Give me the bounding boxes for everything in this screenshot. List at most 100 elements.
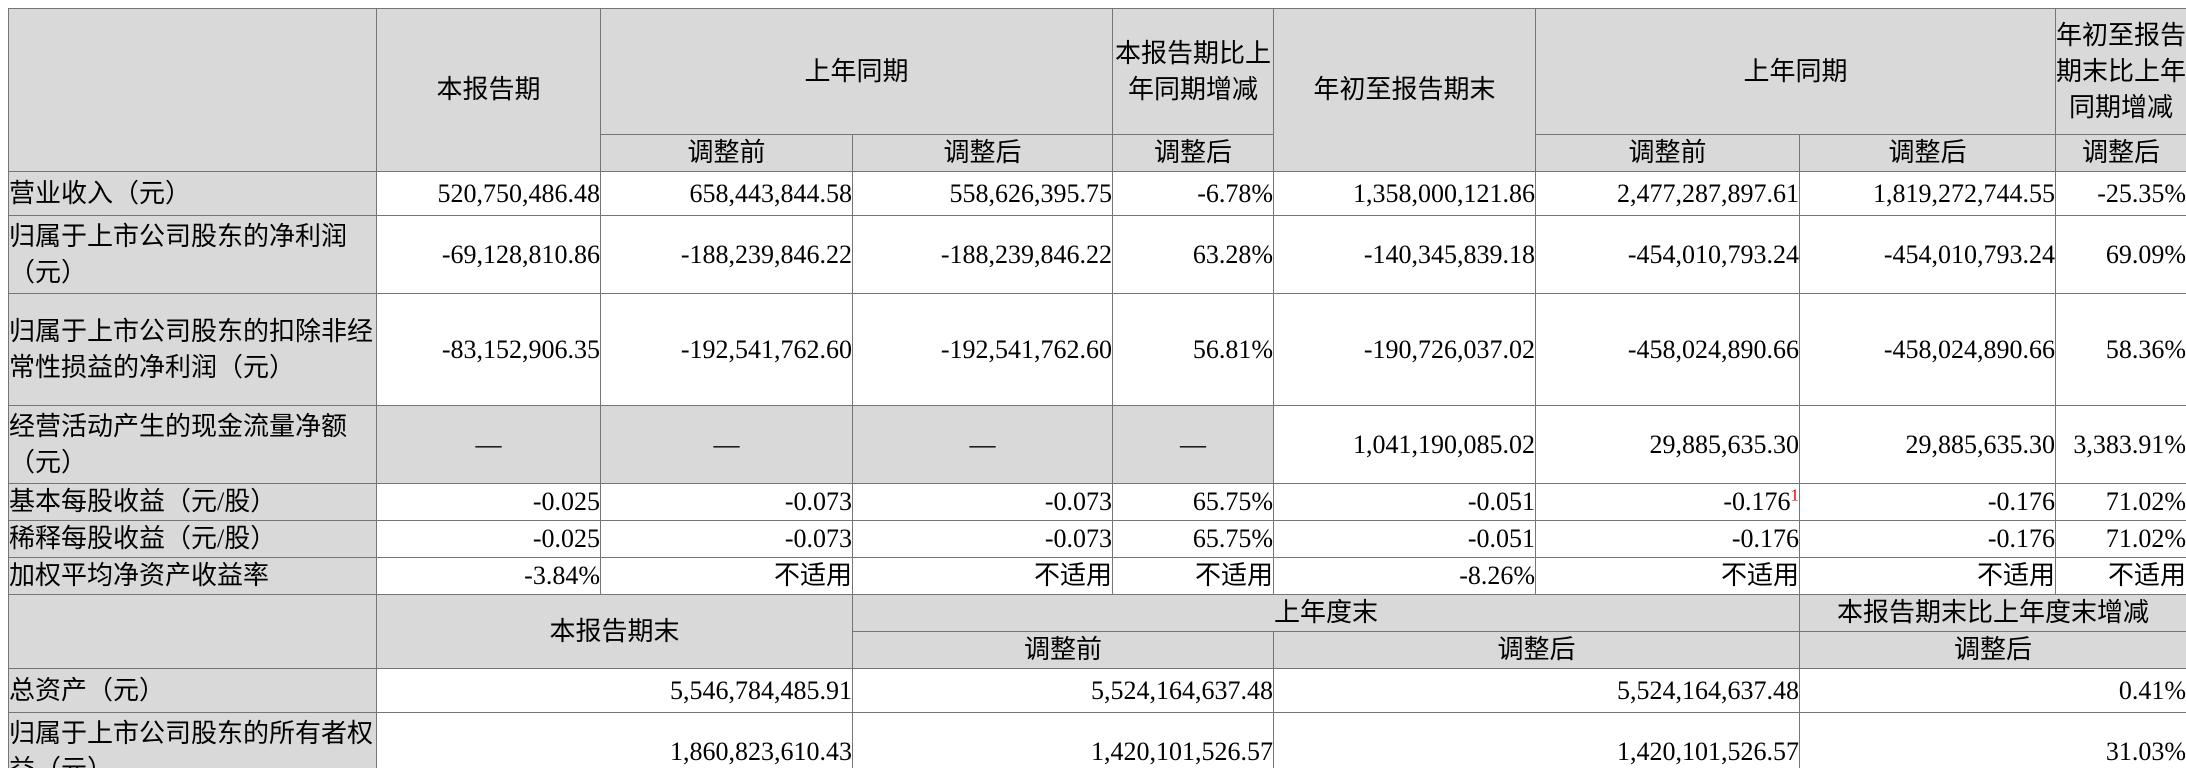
data-cell-with-footnote: -0.1761 [1535,483,1801,521]
header-ytd: 年初至报告期末 [1273,8,1537,172]
data-cell: -0.073 [851,483,1114,521]
data-cell: -0.176 [1799,520,2057,558]
data-cell: -0.073 [600,483,853,521]
data-cell: -192,541,762.60 [851,293,1114,406]
header-period-end-change: 本报告期末比上年度末增减 [1799,594,2186,632]
data-cell: 29,885,635.30 [1535,405,1801,484]
row-label: 稀释每股收益（元/股） [8,520,377,558]
header-current-period: 本报告期 [376,8,601,172]
data-cell: -0.025 [376,520,601,558]
data-cell: 65.75% [1112,483,1275,521]
row-label: 加权平均净资产收益率 [8,557,377,595]
row-label: 总资产（元） [8,668,377,713]
row-basic-eps: 基本每股收益（元/股） -0.025 -0.073 -0.073 65.75% … [8,483,2186,521]
subheader-post-adjust: 调整后 [1799,134,2057,172]
data-cell: 63.28% [1112,215,1275,294]
data-cell: -6.78% [1112,171,1275,216]
subheader-pre-adjust: 调整前 [851,631,1275,669]
subheader-pre-adjust: 调整前 [1535,134,1801,172]
data-cell: 71.02% [2055,483,2186,521]
data-cell: 不适用 [2055,557,2186,595]
header-period-change: 本报告期比上年同期增减 [1112,8,1275,135]
row-label: 归属于上市公司股东的净利润（元） [8,215,377,294]
data-cell: -8.26% [1273,557,1537,595]
data-cell: -188,239,846.22 [600,215,853,294]
row-label: 归属于上市公司股东的所有者权益（元） [8,712,377,768]
bottom-corner-empty-cell [8,594,377,669]
data-cell: -192,541,762.60 [600,293,853,406]
header-prior-year-same-period: 上年同期 [599,8,1114,135]
data-cell: -0.073 [600,520,853,558]
data-cell: 不适用 [1535,557,1801,595]
subheader-post-adjust: 调整后 [2055,134,2186,172]
data-cell: 29,885,635.30 [1799,405,2057,484]
data-cell: -454,010,793.24 [1799,215,2057,294]
row-owners-equity: 归属于上市公司股东的所有者权益（元） 1,860,823,610.43 1,42… [8,712,2186,768]
footnote-marker: 1 [1790,485,1800,505]
header-ytd-change: 年初至报告期末比上年同期增减 [2055,8,2186,135]
row-net-profit-attributable: 归属于上市公司股东的净利润（元） -69,128,810.86 -188,239… [8,215,2186,294]
data-cell: -190,726,037.02 [1273,293,1537,406]
bottom-header-row: 本报告期末 上年度末 本报告期末比上年度末增减 [8,594,2186,669]
data-cell: 520,750,486.48 [376,171,601,216]
data-cell: 2,477,287,897.61 [1535,171,1801,216]
data-cell: -25.35% [2055,171,2186,216]
row-label: 营业收入（元） [8,171,377,216]
financial-summary-table: 本报告期 上年同期 本报告期比上年同期增减 年初至报告期末 上年同期 年初至报告… [8,8,2186,768]
row-operating-cash-flow: 经营活动产生的现金流量净额（元） — — — — 1,041,190,085.0… [8,405,2186,484]
corner-empty-cell [8,8,377,172]
data-cell: 不适用 [1112,557,1275,595]
data-cell: -458,024,890.66 [1535,293,1801,406]
data-cell: 558,626,395.75 [851,171,1114,216]
data-cell: -188,239,846.22 [851,215,1114,294]
data-cell: 69.09% [2055,215,2186,294]
data-cell: 71.02% [2055,520,2186,558]
data-value: -0.176 [1723,487,1791,516]
data-cell: 不适用 [851,557,1114,595]
data-cell: 1,420,101,526.57 [1273,712,1801,768]
top-header-row: 本报告期 上年同期 本报告期比上年同期增减 年初至报告期末 上年同期 年初至报告… [8,8,2186,172]
data-cell: 3,383.91% [2055,405,2186,484]
data-cell-na: — [376,405,601,484]
data-cell: 658,443,844.58 [600,171,853,216]
data-cell: -0.025 [376,483,601,521]
row-label: 经营活动产生的现金流量净额（元） [8,405,377,484]
subheader-post-adjust: 调整后 [851,134,1114,172]
data-cell: 1,358,000,121.86 [1273,171,1537,216]
data-cell: 不适用 [600,557,853,595]
data-cell: -454,010,793.24 [1535,215,1801,294]
data-cell: 不适用 [1799,557,2057,595]
data-cell: -3.84% [376,557,601,595]
bottom-subheader-row: 调整前 调整后 调整后 [9,631,2186,669]
data-cell: 31.03% [1799,712,2186,768]
row-diluted-eps: 稀释每股收益（元/股） -0.025 -0.073 -0.073 65.75% … [8,520,2186,558]
row-total-assets: 总资产（元） 5,546,784,485.91 5,524,164,637.48… [8,668,2186,713]
row-net-profit-excl-nonrecurring: 归属于上市公司股东的扣除非经常性损益的净利润（元） -83,152,906.35… [8,293,2186,406]
data-cell: -140,345,839.18 [1273,215,1537,294]
data-cell: -83,152,906.35 [376,293,601,406]
data-cell: 1,420,101,526.57 [851,712,1275,768]
data-cell: 0.41% [1799,668,2186,713]
data-cell: 56.81% [1112,293,1275,406]
data-cell: 1,041,190,085.02 [1273,405,1537,484]
row-weighted-avg-roe: 加权平均净资产收益率 -3.84% 不适用 不适用 不适用 -8.26% 不适用… [8,557,2186,595]
row-operating-revenue: 营业收入（元） 520,750,486.48 658,443,844.58 55… [8,171,2186,216]
data-cell: -458,024,890.66 [1799,293,2057,406]
data-cell: 5,524,164,637.48 [851,668,1275,713]
row-label: 归属于上市公司股东的扣除非经常性损益的净利润（元） [8,293,377,406]
data-cell: -0.051 [1273,520,1537,558]
subheader-pre-adjust: 调整前 [600,134,853,172]
data-cell: -69,128,810.86 [376,215,601,294]
header-prior-year-end: 上年度末 [851,594,1801,632]
header-prior-year-same-period-2: 上年同期 [1535,8,2057,135]
subheader-post-adjust: 调整后 [1273,631,1801,669]
data-cell: -0.051 [1273,483,1537,521]
row-label: 基本每股收益（元/股） [8,483,377,521]
subheader-post-adjust: 调整后 [1799,631,2186,669]
data-cell-na: — [600,405,853,484]
subheader-post-adjust: 调整后 [1112,134,1275,172]
data-cell-na: — [851,405,1114,484]
data-cell: -0.073 [851,520,1114,558]
data-cell: 5,546,784,485.91 [376,668,853,713]
data-cell: 1,860,823,610.43 [376,712,853,768]
